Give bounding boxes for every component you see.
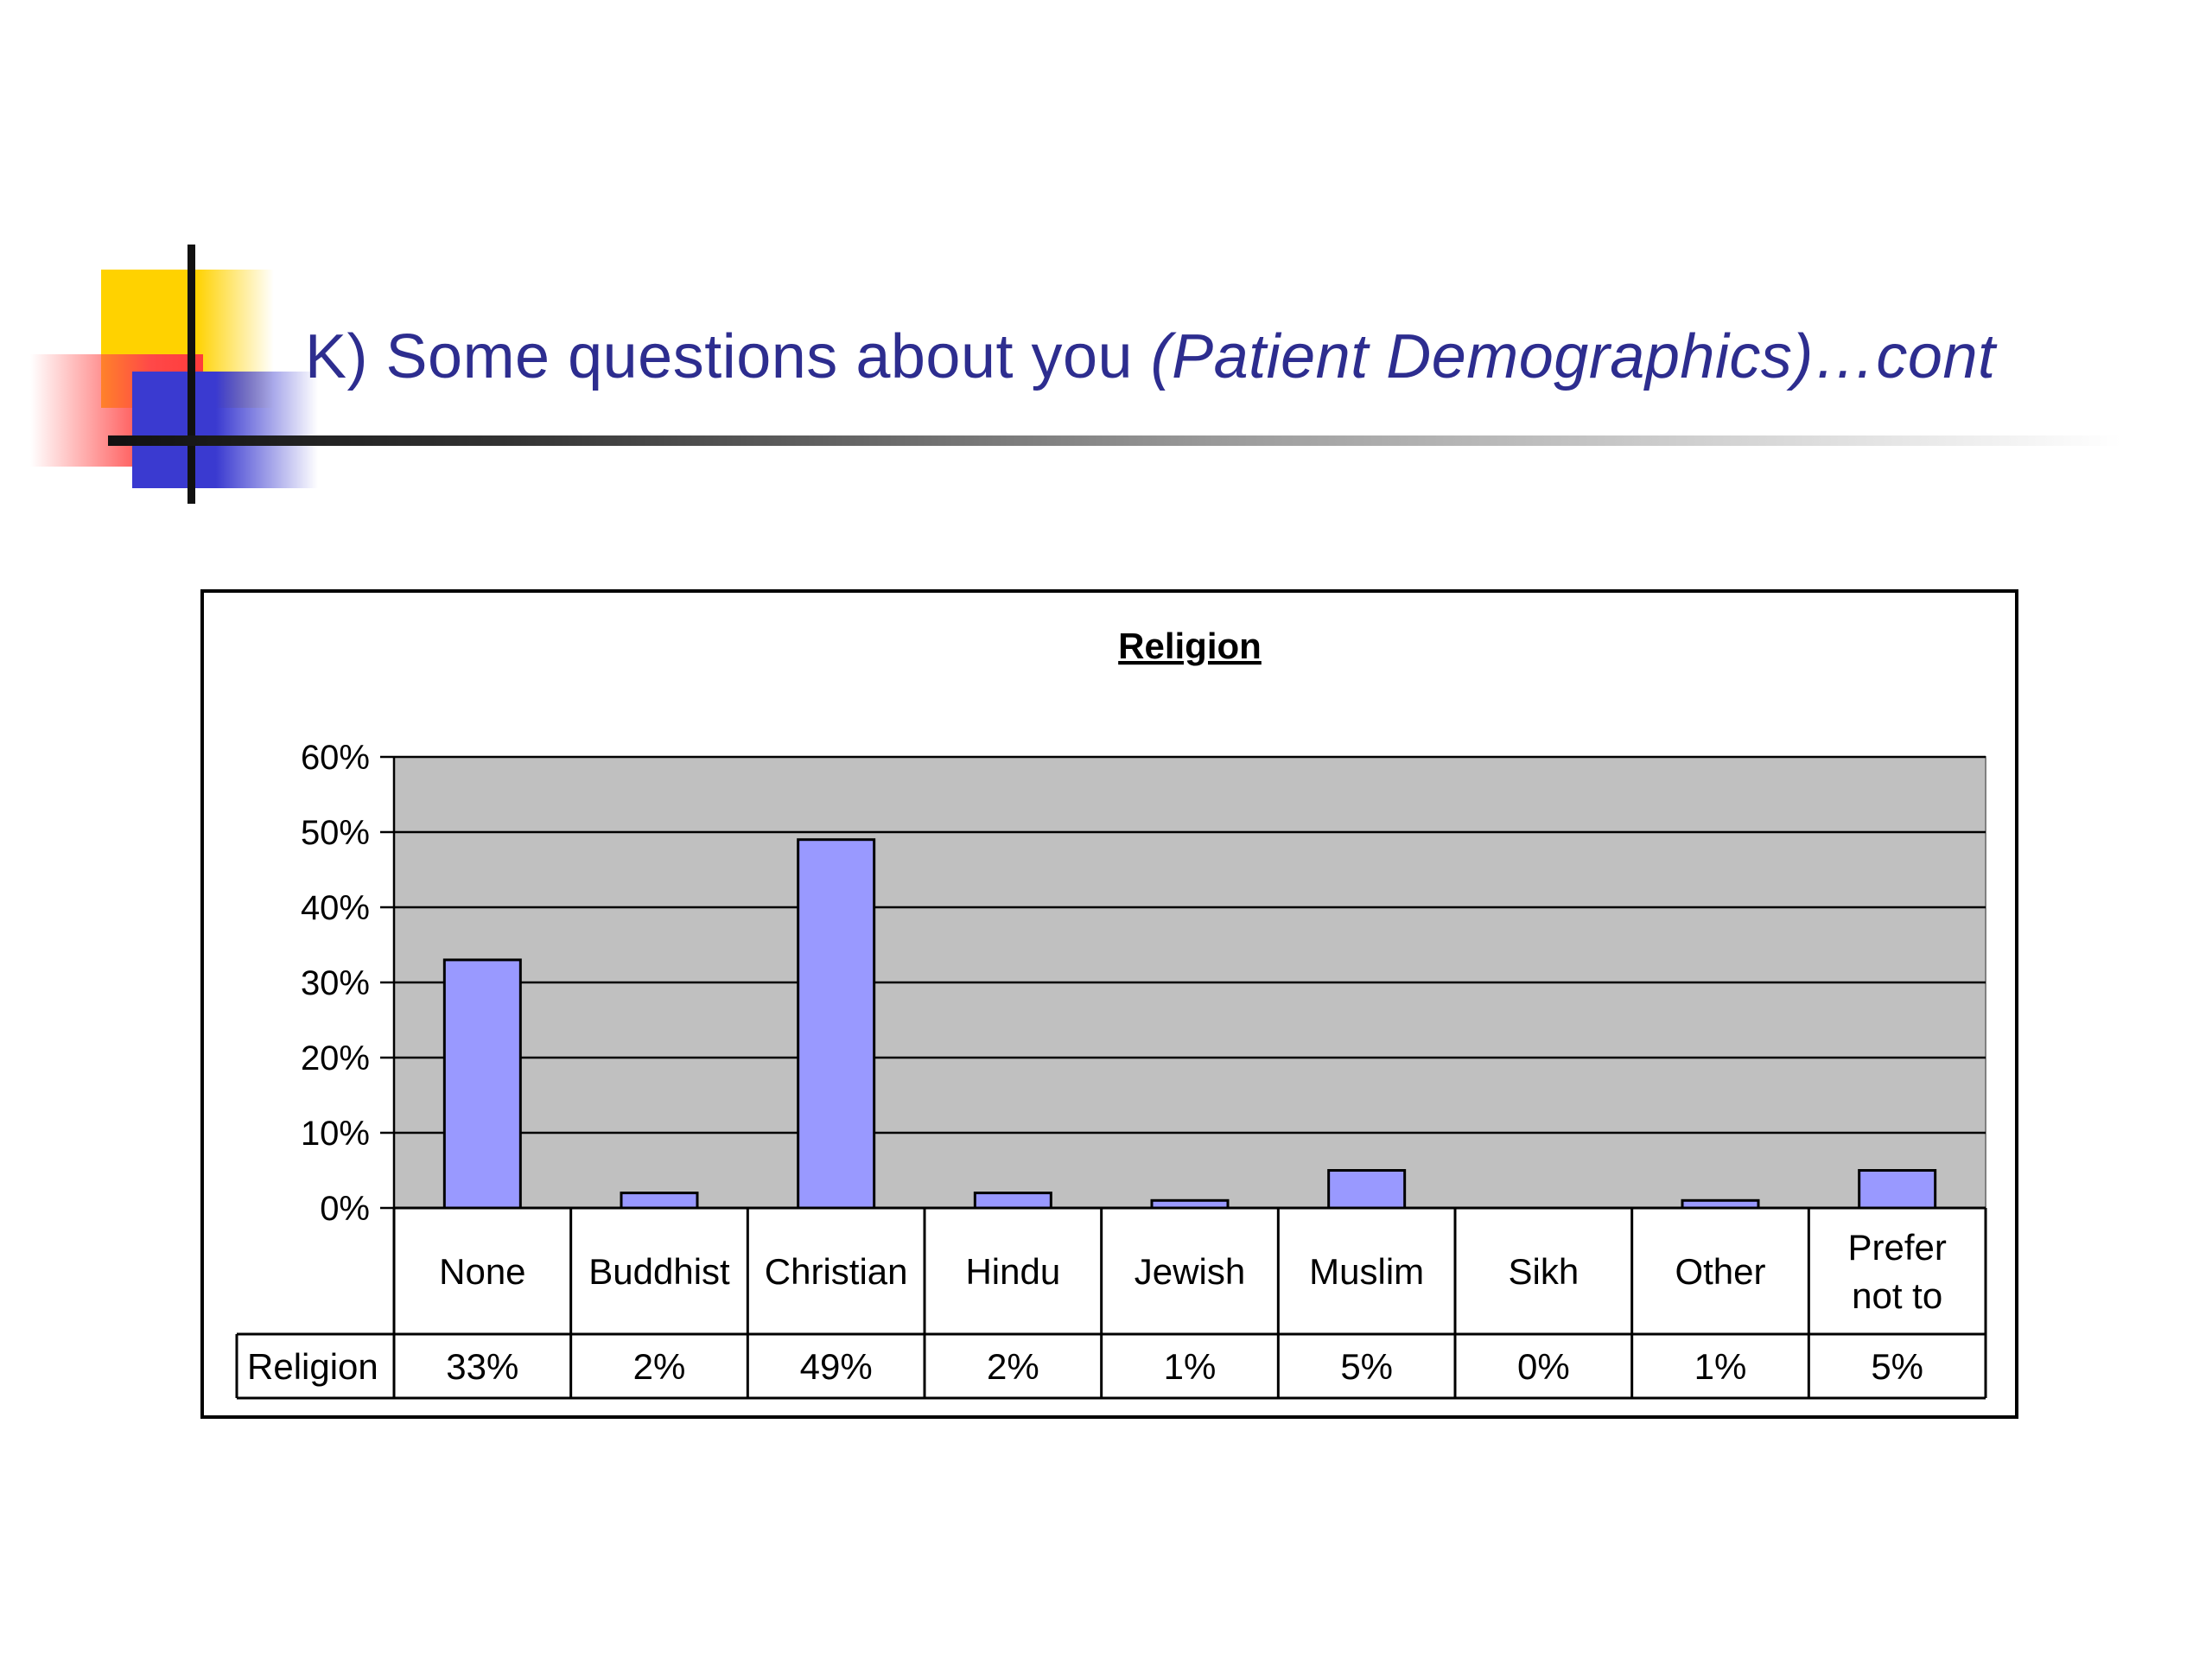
- y-tick-label: 30%: [301, 964, 370, 1002]
- category-label: Christian: [765, 1251, 908, 1292]
- y-tick-label: 10%: [301, 1115, 370, 1153]
- table-value: 2%: [987, 1346, 1039, 1387]
- table-value: 5%: [1340, 1346, 1393, 1387]
- slide-title-italic: (Patient Demographics)…cont: [1150, 322, 1996, 391]
- category-label: Hindu: [965, 1251, 1060, 1292]
- y-tick-label: 40%: [301, 889, 370, 927]
- chart-frame: Religion 0% 10% 20% 30% 40% 50% 60% None Buddhist…: [200, 589, 2018, 1419]
- table-value: 0%: [1517, 1346, 1570, 1387]
- ornament-vertical-line: [188, 245, 195, 504]
- slide-title-main: K) Some questions about you: [305, 322, 1151, 391]
- bar-hindu: [973, 1192, 1052, 1210]
- bar-prefer-not-to: [1858, 1169, 1937, 1210]
- table-value: 49%: [800, 1346, 873, 1387]
- religion-bar-chart: Religion 0% 10% 20% 30% 40% 50% 60% None Buddhist…: [235, 626, 1987, 1400]
- bar-none: [442, 958, 522, 1210]
- category-label: Buddhist: [588, 1251, 730, 1292]
- table-series-name: Religion: [247, 1346, 378, 1387]
- title-underline-rule: [108, 435, 2121, 446]
- category-label: Sikh: [1508, 1251, 1579, 1292]
- slide-title: K) Some questions about you (Patient Dem…: [305, 321, 1996, 392]
- table-value: 2%: [633, 1346, 686, 1387]
- bar-buddhist: [620, 1192, 699, 1210]
- ornament-blue-square: [132, 372, 318, 488]
- table-value: 1%: [1164, 1346, 1217, 1387]
- category-label: Jewish: [1135, 1251, 1245, 1292]
- category-label: Prefer not to: [1847, 1227, 1946, 1316]
- table-value: 5%: [1871, 1346, 1923, 1387]
- chart-title: Religion: [1118, 626, 1262, 666]
- category-label: Other: [1675, 1251, 1765, 1292]
- y-tick-label: 20%: [301, 1039, 370, 1077]
- category-label: Muslim: [1309, 1251, 1424, 1292]
- table-value: 33%: [446, 1346, 518, 1387]
- category-label: None: [439, 1251, 525, 1292]
- y-tick-label: 60%: [301, 739, 370, 777]
- bar-christian: [797, 838, 876, 1210]
- y-tick-label: 0%: [320, 1190, 370, 1228]
- y-tick-label: 50%: [301, 814, 370, 852]
- bar-muslim: [1327, 1169, 1407, 1210]
- table-value: 1%: [1694, 1346, 1747, 1387]
